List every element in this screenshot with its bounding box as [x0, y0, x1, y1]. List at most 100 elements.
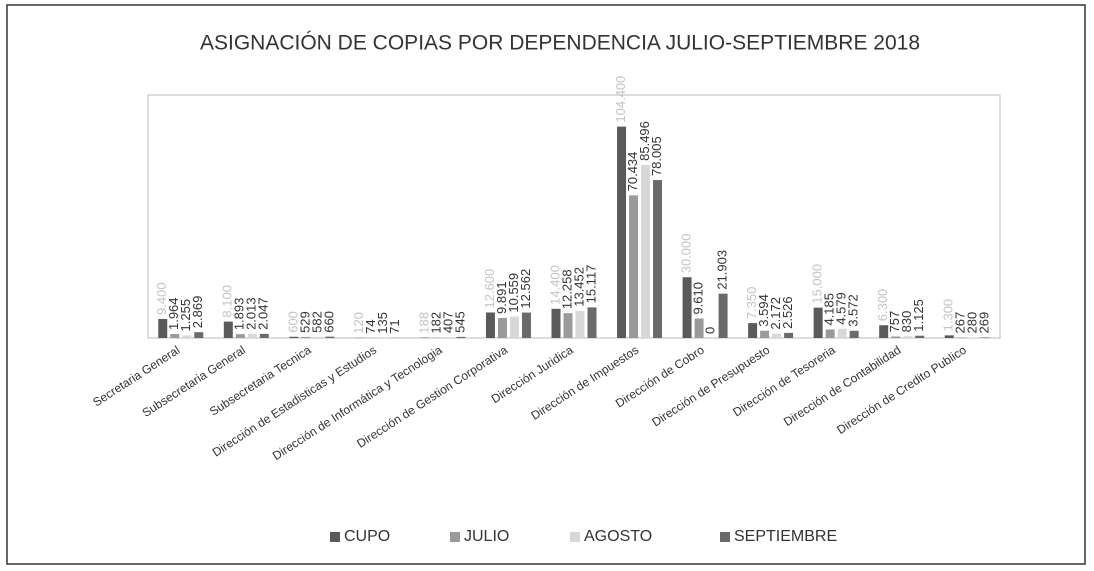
bar — [915, 335, 925, 338]
bar — [968, 337, 978, 338]
bar — [760, 330, 770, 338]
bar — [825, 329, 835, 338]
bar — [485, 312, 495, 338]
bar — [259, 333, 269, 338]
plot-area — [147, 94, 1001, 339]
value-label: 1.893 — [232, 298, 247, 331]
bar — [223, 321, 233, 338]
value-label: 104.400 — [613, 76, 628, 123]
bar — [682, 277, 692, 338]
bar — [641, 164, 651, 338]
chart-frame — [6, 4, 1086, 565]
value-label: 1.964 — [166, 297, 181, 330]
bar — [575, 310, 585, 338]
bar — [158, 318, 168, 338]
value-label: 10.559 — [506, 273, 521, 313]
value-label: 2.869 — [190, 296, 205, 329]
value-label: 7.350 — [744, 287, 759, 320]
bar — [772, 333, 782, 338]
bar — [247, 333, 257, 338]
bar — [551, 308, 561, 338]
legend-label: SEPTIEMBRE — [734, 528, 837, 545]
bar — [903, 336, 913, 338]
value-label: 1.125 — [911, 299, 926, 332]
value-label: 15.117 — [583, 265, 598, 304]
bar — [587, 307, 597, 338]
bar — [891, 336, 901, 338]
value-label: 182 — [428, 312, 443, 334]
bar — [182, 335, 192, 338]
bar — [194, 332, 204, 338]
bar — [301, 336, 311, 338]
value-label: 545 — [452, 311, 467, 333]
value-label: 4.185 — [822, 293, 837, 326]
value-label: 120 — [351, 312, 366, 334]
bar — [748, 323, 758, 338]
value-label: 830 — [899, 311, 914, 333]
bar — [956, 337, 966, 338]
bar — [617, 126, 627, 338]
value-label: 13.452 — [571, 267, 586, 307]
value-label: 78.005 — [649, 136, 664, 176]
value-label: 3.572 — [846, 294, 861, 327]
value-label: 2.047 — [256, 297, 271, 330]
value-label: 70.434 — [625, 152, 640, 192]
bar — [849, 330, 859, 338]
value-label: 9.891 — [494, 281, 509, 314]
value-label: 660 — [321, 311, 336, 333]
legend-swatch — [720, 532, 730, 542]
value-label: 12.258 — [559, 269, 574, 309]
legend-label: JULIO — [464, 528, 509, 545]
value-label: 1.300 — [941, 299, 956, 332]
value-label: 135 — [375, 312, 390, 334]
value-label: 8.100 — [220, 285, 235, 318]
value-label: 188 — [416, 312, 431, 334]
bar — [170, 334, 180, 338]
bar — [718, 293, 728, 338]
value-label: 85.496 — [637, 121, 652, 161]
value-label: 4.579 — [834, 292, 849, 325]
bar — [325, 336, 335, 338]
legend-swatch — [570, 532, 580, 542]
value-label: 12.562 — [518, 269, 533, 309]
value-label: 74 — [363, 319, 378, 333]
value-label: 9.610 — [691, 282, 706, 315]
value-label: 30.000 — [679, 233, 694, 273]
bar — [944, 335, 954, 338]
bar — [813, 307, 823, 338]
bar — [289, 336, 299, 338]
value-label: 2.526 — [780, 296, 795, 329]
bar — [879, 325, 889, 338]
bar — [563, 313, 573, 338]
value-label: 2.013 — [244, 297, 259, 330]
value-label: 600 — [285, 311, 300, 333]
value-label: 12.600 — [482, 269, 497, 309]
value-label: 582 — [309, 311, 324, 333]
value-label: 267 — [953, 312, 968, 334]
value-label: 280 — [965, 312, 980, 334]
value-label: 407 — [440, 311, 455, 333]
value-label: 71 — [387, 319, 402, 333]
bar — [456, 336, 466, 338]
chart-title: ASIGNACIÓN DE COPIAS POR DEPENDENCIA JUL… — [200, 32, 920, 55]
bar — [694, 318, 704, 338]
value-label: 14.400 — [547, 265, 562, 305]
value-label: 2.172 — [768, 297, 783, 330]
value-label: 6.300 — [875, 289, 890, 322]
value-label: 21.903 — [715, 250, 730, 290]
bar — [784, 332, 794, 338]
bar — [653, 180, 663, 338]
bar — [509, 316, 519, 338]
bar — [235, 334, 245, 338]
bar — [444, 337, 454, 338]
bar — [497, 317, 507, 338]
value-label: 1.255 — [178, 299, 193, 332]
value-label: 0 — [703, 327, 718, 334]
value-label: 757 — [887, 311, 902, 333]
legend-label: CUPO — [344, 528, 390, 545]
value-label: 269 — [977, 312, 992, 334]
legend-swatch — [330, 532, 340, 542]
value-label: 529 — [297, 311, 312, 333]
value-label: 15.000 — [810, 264, 825, 304]
